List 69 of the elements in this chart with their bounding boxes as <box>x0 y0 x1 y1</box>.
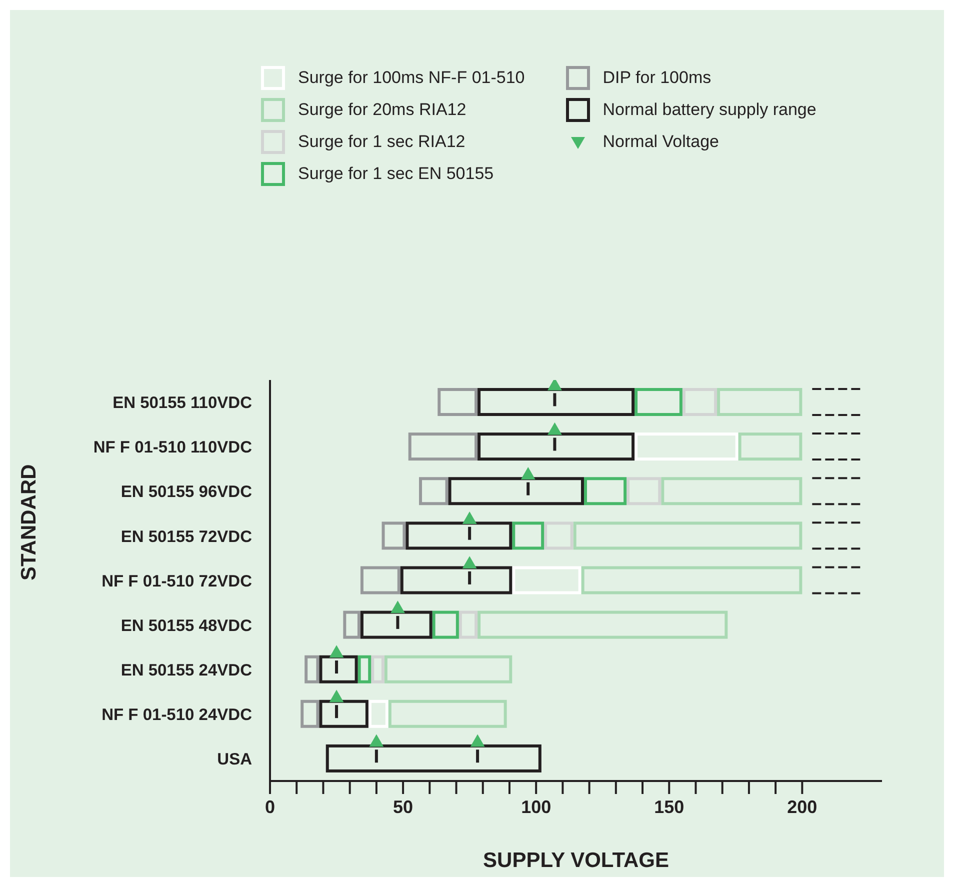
bar <box>634 432 738 461</box>
bar <box>368 700 388 728</box>
bar <box>360 566 400 594</box>
bar <box>512 566 582 594</box>
bar <box>360 610 432 639</box>
point <box>462 512 477 524</box>
y-axis-title: STANDARD <box>17 464 40 580</box>
legend-label: Normal Voltage <box>602 132 719 152</box>
bar <box>458 610 478 639</box>
y-tick-label: EN 50155 48VDC <box>120 616 252 635</box>
y-tick-label: EN 50155 72VDC <box>120 528 252 546</box>
bar <box>634 388 682 416</box>
bar <box>408 432 478 461</box>
bar <box>581 566 802 594</box>
x-tick-label: 50 <box>393 796 414 817</box>
point <box>520 466 536 480</box>
y-tick-label: EN 50155 96VDC <box>120 483 252 502</box>
bar <box>573 522 802 550</box>
bar <box>682 388 718 416</box>
x-tick-label: 200 <box>787 796 818 817</box>
bar <box>478 388 635 416</box>
bar <box>661 477 802 506</box>
bar <box>717 388 802 416</box>
y-tick-label: NF F 01-510 72VDC <box>102 572 252 590</box>
legend-label: Surge for 100ms NF-F 01-510 <box>298 68 525 88</box>
bar <box>319 655 358 684</box>
bar <box>343 610 360 639</box>
bar <box>371 655 384 684</box>
y-tick-label: EN 50155 24VDC <box>120 661 252 680</box>
bar <box>626 477 662 506</box>
legend-label: Surge for 20ms RIA12 <box>298 100 466 120</box>
point <box>462 556 477 569</box>
bar <box>544 522 574 550</box>
legend-label: Normal battery supply range <box>602 100 816 120</box>
bar <box>300 700 320 728</box>
bar <box>384 655 512 684</box>
bar <box>388 700 507 728</box>
y-tick-label: NF F 01-510 110VDC <box>93 438 252 457</box>
point <box>329 645 344 658</box>
bar <box>584 477 627 506</box>
bar <box>419 477 448 506</box>
point <box>548 422 562 435</box>
bar <box>478 432 635 461</box>
x-axis-title: SUPPLY VOLTAGE <box>483 849 669 872</box>
bar <box>358 655 372 684</box>
bar <box>326 744 542 772</box>
bar <box>382 522 406 550</box>
x-tick-label: 150 <box>654 796 684 817</box>
x-tick-label: 0 <box>264 796 276 817</box>
legend-label: Surge for 1 sec RIA12 <box>298 132 466 152</box>
bar <box>448 477 584 506</box>
x-tick-label: 100 <box>521 796 552 817</box>
y-tick-label: EN 50155 110VDC <box>112 394 252 412</box>
bar <box>304 655 320 684</box>
point <box>329 690 344 702</box>
point <box>369 734 384 747</box>
bar <box>738 432 802 461</box>
bar <box>478 610 728 639</box>
bar <box>406 522 512 550</box>
y-tick-label: NF F 01-510 24VDC <box>102 706 252 724</box>
bar <box>432 610 459 639</box>
bar <box>319 700 368 728</box>
bar <box>400 566 512 594</box>
legend-label: DIP for 100ms <box>602 68 712 88</box>
bar <box>512 522 544 550</box>
y-tick-label: USA <box>217 750 252 769</box>
bar <box>438 388 478 416</box>
point <box>390 600 405 614</box>
legend-label: Surge for 1 sec EN 50155 <box>298 164 494 184</box>
